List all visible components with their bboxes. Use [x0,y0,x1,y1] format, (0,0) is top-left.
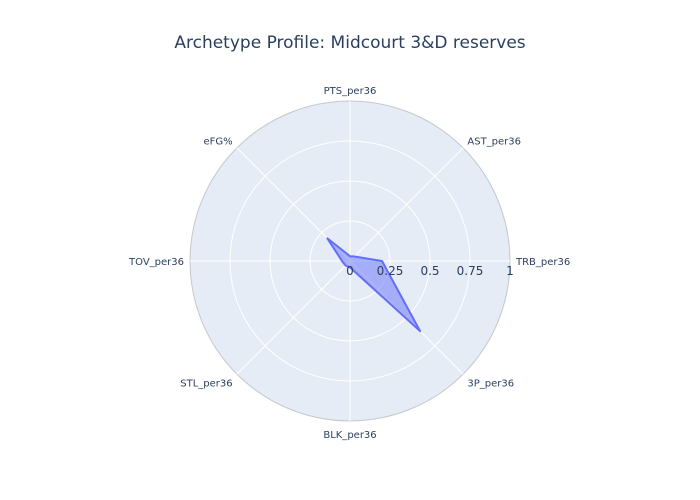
grid-spoke [349,147,464,262]
tick-label: 0.25 [377,264,404,278]
axis-label: PTS_per36 [324,86,377,97]
axis-label: AST_per36 [467,137,521,148]
axis-label: TOV_per36 [128,257,184,268]
spoke-labels: PTS_per36 AST_per36 TRB_per36 3P_per36 BLK_p… [128,86,570,441]
polar-grid [190,101,510,421]
axis-label: eFG% [203,137,232,148]
tick-label: 0.5 [420,264,439,278]
axis-label: STL_per36 [180,378,232,389]
axis-label: TRB_per36 [515,257,570,268]
tick-label: 0 [346,264,354,278]
tick-label: 0.75 [457,264,484,278]
axis-label: 3P_per36 [467,378,514,389]
series-layer [326,237,422,333]
axis-label: BLK_per36 [323,430,376,441]
grid-spoke [236,260,351,375]
radial-tick-labels: 0 0.25 0.5 0.75 1 [346,264,514,278]
chart-title: Archetype Profile: Midcourt 3&D reserves [174,33,526,53]
tick-label: 1 [506,264,514,278]
